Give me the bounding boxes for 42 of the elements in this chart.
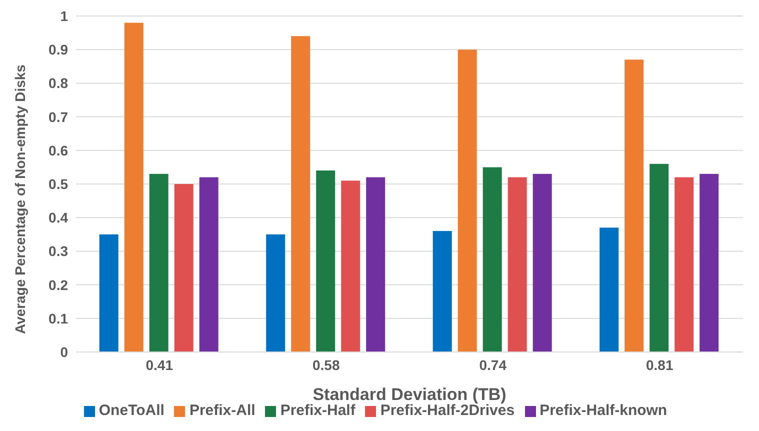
x-axis-title: Standard Deviation (TB) [312, 385, 506, 404]
bar [650, 164, 669, 352]
y-tick-label: 1 [60, 8, 68, 24]
x-tick-label: 0.41 [146, 356, 174, 373]
legend-label: Prefix-Half-known [540, 402, 668, 419]
bar [291, 36, 310, 352]
bar [624, 60, 644, 352]
legend-label: Prefix-Half [280, 402, 356, 419]
legend-label: Prefix-Half-2Drives [380, 402, 515, 419]
bar [432, 231, 452, 352]
y-tick-label: 0.6 [48, 142, 68, 158]
x-tick-label: 0.81 [646, 356, 674, 373]
bar [266, 234, 286, 352]
bar [532, 174, 552, 352]
y-tick-label: 0.7 [48, 108, 68, 125]
x-tick-label: 0.74 [479, 356, 507, 373]
y-tick-label: 0 [60, 344, 68, 360]
bar [482, 167, 502, 352]
bar [316, 170, 336, 352]
y-tick-label: 0.4 [48, 210, 68, 226]
x-tick-label: 0.58 [312, 356, 340, 373]
y-tick-label: 0.8 [48, 75, 68, 92]
y-tick-label: 0.5 [48, 176, 68, 192]
bar [600, 228, 619, 352]
y-tick-label: 0.9 [48, 42, 68, 58]
y-axis-title: Average Percentage of Non-empty Disks [12, 64, 28, 334]
bar [199, 177, 218, 352]
bar [149, 174, 168, 352]
bar [700, 174, 719, 352]
y-tick-label: 0.1 [48, 310, 68, 326]
legend-label: OneToAll [98, 402, 164, 419]
bar [508, 177, 527, 352]
y-tick-label: 0.2 [48, 276, 68, 293]
bar [99, 234, 118, 352]
bar [458, 50, 477, 352]
bar [174, 184, 194, 352]
legend-label: Prefix-All [189, 402, 256, 419]
bar [366, 177, 386, 352]
bar [341, 180, 360, 352]
bar [674, 177, 694, 352]
bar [124, 22, 144, 352]
y-tick-label: 0.3 [48, 243, 68, 260]
